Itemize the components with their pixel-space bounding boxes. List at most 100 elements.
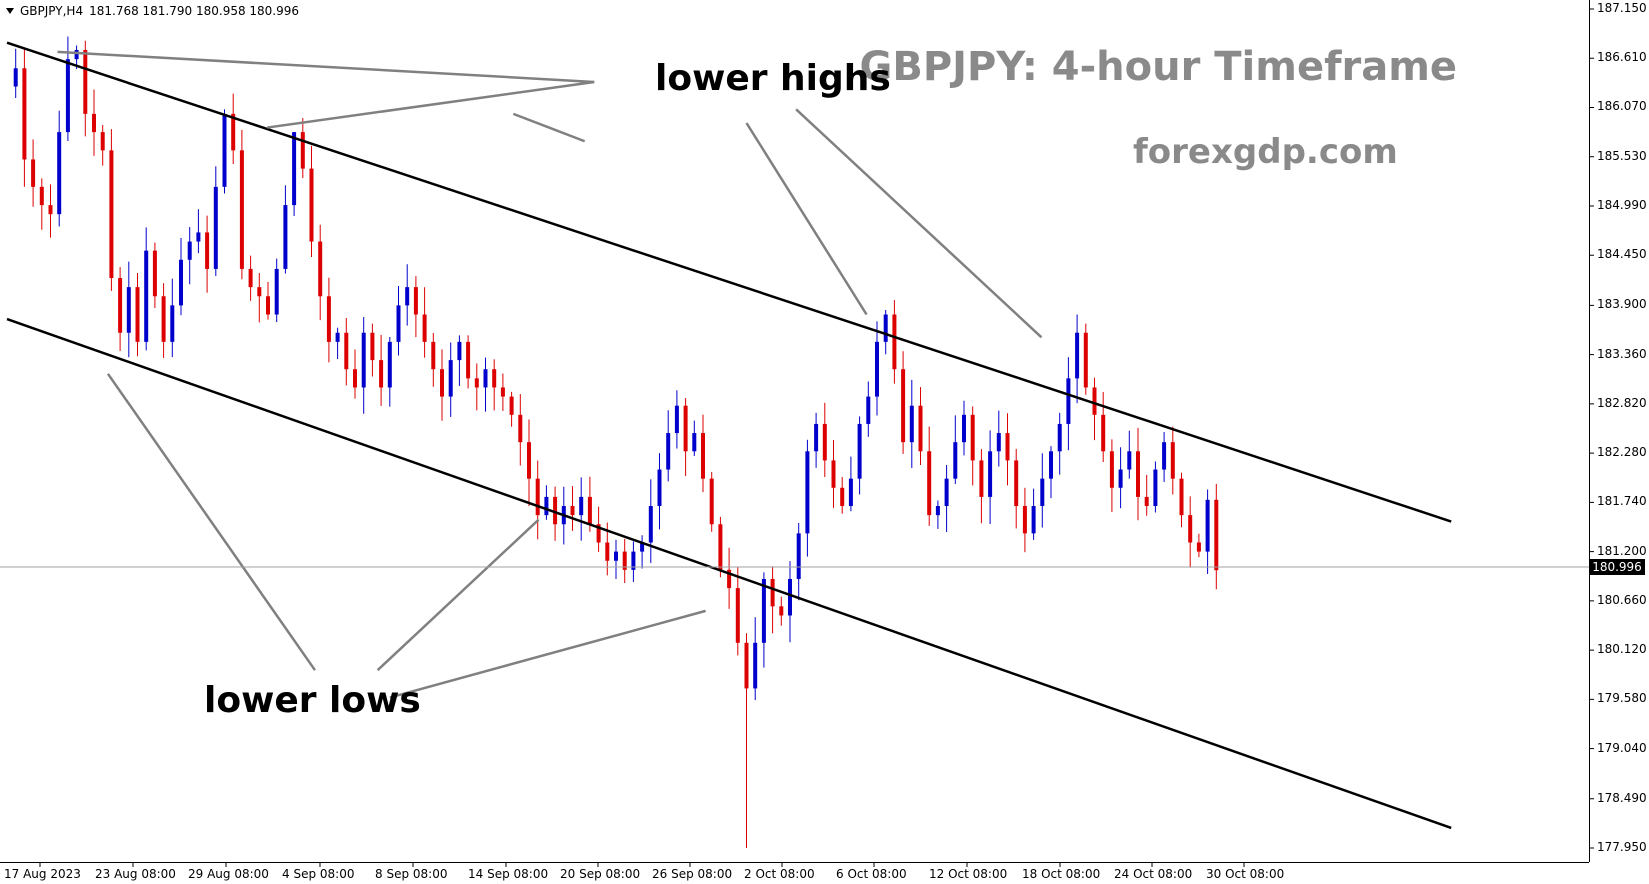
bearish-candle bbox=[1109, 451, 1114, 488]
bearish-candle bbox=[570, 506, 575, 516]
price-tick-label: 185.530 bbox=[1597, 148, 1647, 163]
bearish-candle bbox=[892, 314, 897, 370]
bullish-candle bbox=[796, 533, 801, 579]
bullish-candle bbox=[883, 314, 888, 342]
bearish-candle bbox=[22, 68, 27, 160]
bullish-candle bbox=[857, 423, 862, 479]
time-axis-ticks bbox=[39, 862, 1245, 867]
bullish-candle bbox=[283, 205, 288, 269]
price-tick-label: 177.950 bbox=[1597, 840, 1647, 854]
bullish-candle bbox=[657, 469, 662, 507]
ohlc-values: 181.768 181.790 180.958 180.996 bbox=[89, 4, 300, 18]
bearish-candle bbox=[840, 487, 845, 507]
bullish-candle bbox=[457, 341, 462, 361]
time-tick-label: 24 Oct 08:00 bbox=[1114, 867, 1193, 881]
bullish-candle bbox=[614, 551, 618, 561]
bullish-candle bbox=[666, 433, 671, 470]
callout-pointers-group bbox=[57, 50, 1043, 699]
bullish-candle bbox=[866, 396, 871, 424]
callout-pointer-line bbox=[106, 373, 317, 671]
bullish-candle bbox=[674, 405, 679, 434]
price-tick-label: 184.990 bbox=[1597, 197, 1647, 212]
bearish-candle bbox=[1014, 460, 1019, 507]
price-tick-label: 182.280 bbox=[1597, 445, 1647, 460]
callout-pointer-line bbox=[376, 518, 540, 672]
bullish-candle bbox=[805, 451, 810, 534]
price-tick-label: 179.580 bbox=[1597, 691, 1647, 706]
bullish-candle bbox=[761, 578, 766, 643]
bearish-candle bbox=[596, 524, 601, 543]
callout-pointer-line bbox=[512, 112, 586, 143]
price-tick-label: 180.120 bbox=[1597, 642, 1647, 657]
bullish-candle bbox=[814, 423, 819, 452]
bearish-candle bbox=[379, 360, 384, 388]
bullish-candle bbox=[57, 132, 62, 215]
website-label: forexgdp.com bbox=[1133, 132, 1398, 172]
bearish-candle bbox=[1196, 542, 1201, 552]
bearish-candle bbox=[161, 296, 166, 342]
bearish-candle bbox=[1101, 414, 1106, 452]
bullish-candle bbox=[788, 578, 792, 616]
chart-header: GBPJPY,H4 181.768 181.790 180.958 180.99… bbox=[6, 4, 299, 18]
chart-title: GBPJPY: 4-hour Timeframe bbox=[859, 44, 1458, 90]
time-tick-label: 26 Sep 08:00 bbox=[652, 867, 733, 881]
bearish-candle bbox=[822, 423, 827, 461]
bullish-candle bbox=[1040, 478, 1045, 507]
bullish-candle bbox=[1153, 469, 1158, 507]
bullish-candle bbox=[692, 433, 697, 452]
bearish-candle bbox=[152, 250, 157, 297]
bullish-candle bbox=[1205, 499, 1210, 552]
bearish-candle bbox=[500, 387, 505, 397]
bullish-candle bbox=[640, 542, 645, 552]
bullish-candle bbox=[361, 332, 366, 388]
bullish-candle bbox=[292, 132, 297, 206]
bearish-candle bbox=[257, 287, 262, 297]
bearish-candle bbox=[509, 396, 514, 415]
bullish-candle bbox=[875, 341, 879, 397]
price-tick-label: 186.610 bbox=[1597, 50, 1647, 65]
bullish-candle bbox=[170, 305, 175, 342]
bearish-candle bbox=[1083, 332, 1088, 388]
bearish-candle bbox=[39, 186, 44, 206]
bearish-candle bbox=[527, 442, 531, 479]
bullish-candle bbox=[196, 232, 201, 242]
bearish-candle bbox=[118, 278, 123, 333]
price-tick-label: 184.450 bbox=[1597, 247, 1647, 262]
bullish-candle bbox=[1118, 469, 1123, 488]
price-tick-label: 179.040 bbox=[1597, 740, 1647, 755]
bearish-candle bbox=[727, 569, 732, 589]
bullish-candle bbox=[65, 59, 70, 133]
time-tick-label: 23 Aug 08:00 bbox=[95, 867, 176, 881]
bullish-candle bbox=[544, 496, 549, 516]
trendlines-group bbox=[6, 41, 1452, 830]
bullish-candle bbox=[753, 642, 758, 689]
bearish-candle bbox=[1092, 387, 1097, 415]
bullish-candle bbox=[448, 360, 453, 397]
bearish-candle bbox=[709, 478, 714, 525]
dropdown-arrow-icon[interactable] bbox=[6, 8, 14, 14]
bullish-candle bbox=[1031, 506, 1036, 534]
current-price-box: 180.996 bbox=[1589, 559, 1645, 575]
bearish-candle bbox=[1188, 515, 1193, 543]
bearish-candle bbox=[413, 287, 418, 315]
price-tick-label: 186.070 bbox=[1597, 99, 1647, 114]
price-tick-label: 183.900 bbox=[1597, 297, 1647, 312]
bearish-candle bbox=[492, 369, 497, 388]
bearish-candle bbox=[135, 287, 140, 342]
bearish-candle bbox=[1170, 442, 1175, 479]
bullish-candle bbox=[944, 478, 949, 507]
lower-trendline[interactable] bbox=[6, 317, 1452, 830]
bearish-candle bbox=[605, 542, 610, 561]
bearish-candle bbox=[701, 433, 705, 479]
bullish-candle bbox=[962, 414, 966, 443]
bullish-candle bbox=[953, 442, 958, 479]
time-tick-label: 30 Oct 08:00 bbox=[1206, 867, 1285, 881]
bearish-candle bbox=[474, 378, 479, 388]
bearish-candle bbox=[770, 578, 775, 607]
bearish-candle bbox=[518, 414, 523, 443]
bearish-candle bbox=[109, 150, 114, 279]
bearish-candle bbox=[979, 460, 984, 497]
upper-trendline[interactable] bbox=[6, 41, 1452, 523]
bearish-candle bbox=[370, 332, 375, 361]
